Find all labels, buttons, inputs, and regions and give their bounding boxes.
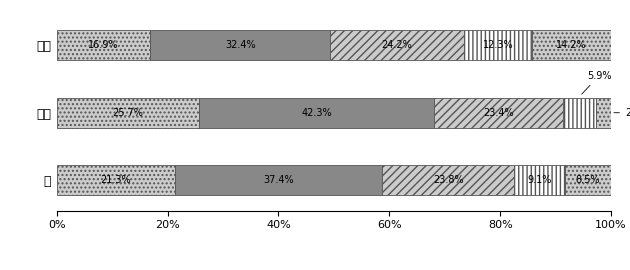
Bar: [57, 30, 151, 60]
Text: 8.5%: 8.5%: [576, 175, 600, 185]
Bar: [433, 97, 563, 128]
Bar: [464, 30, 532, 60]
Bar: [57, 165, 175, 195]
Bar: [532, 30, 611, 60]
Bar: [175, 165, 382, 195]
Text: 24.2%: 24.2%: [382, 40, 413, 50]
Bar: [330, 30, 464, 60]
Text: 14.2%: 14.2%: [556, 40, 587, 50]
Text: 23.8%: 23.8%: [433, 175, 464, 185]
Text: 23.4%: 23.4%: [483, 108, 514, 118]
Text: 16.9%: 16.9%: [88, 40, 119, 50]
Bar: [57, 97, 199, 128]
Text: 32.4%: 32.4%: [225, 40, 256, 50]
Bar: [382, 165, 514, 195]
Bar: [514, 165, 564, 195]
Text: 12.3%: 12.3%: [483, 40, 513, 50]
Bar: [596, 97, 611, 128]
Bar: [199, 97, 433, 128]
Text: 25.7%: 25.7%: [113, 108, 144, 118]
Bar: [151, 30, 330, 60]
Text: 37.4%: 37.4%: [263, 175, 294, 185]
Bar: [563, 97, 596, 128]
Text: 9.1%: 9.1%: [527, 175, 551, 185]
Text: 2.7%: 2.7%: [614, 108, 630, 118]
Bar: [564, 165, 612, 195]
Text: 21.3%: 21.3%: [100, 175, 131, 185]
Text: 5.9%: 5.9%: [581, 70, 612, 94]
Text: 42.3%: 42.3%: [301, 108, 332, 118]
